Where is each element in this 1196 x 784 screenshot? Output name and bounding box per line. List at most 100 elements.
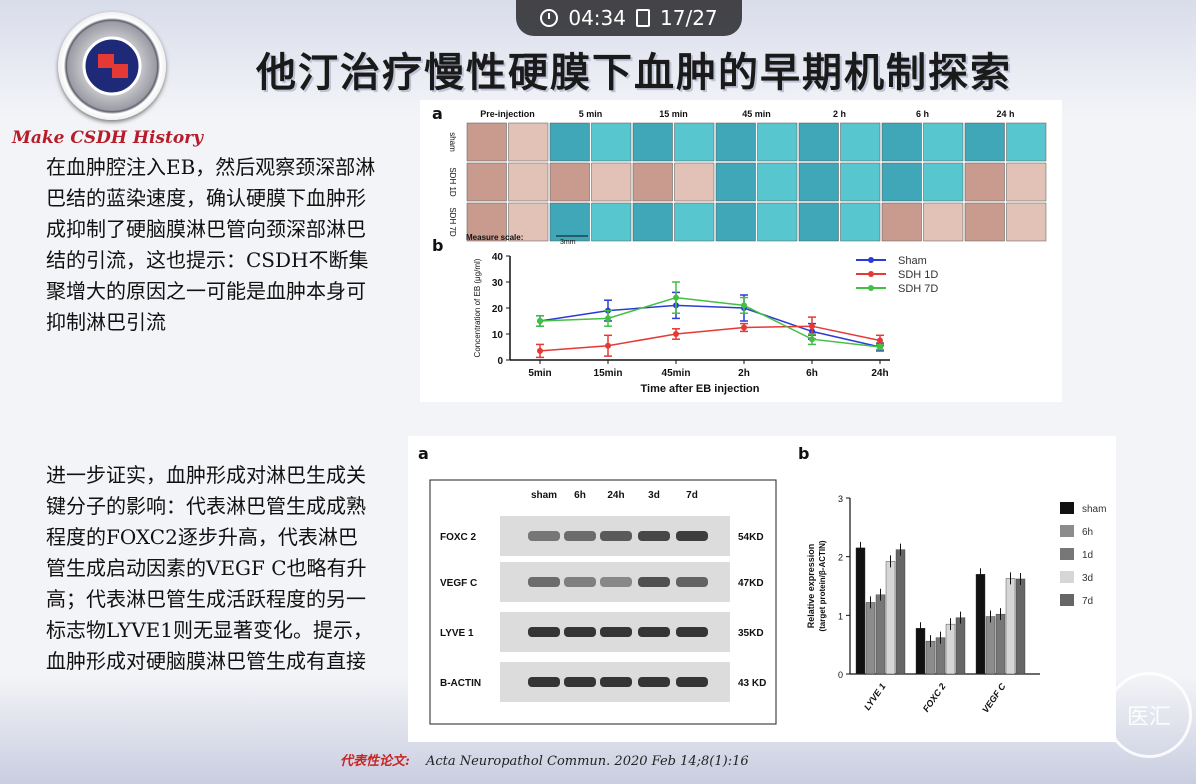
- bar: [1005, 578, 1016, 675]
- bar: [955, 617, 966, 675]
- lane-label: 7d: [686, 490, 698, 501]
- legend-swatch: [1060, 548, 1074, 560]
- y-tick-label: 20: [492, 304, 504, 315]
- eb-photo: [508, 122, 549, 162]
- university-logo: [58, 12, 166, 120]
- photo-column-header: 2 h: [833, 109, 846, 119]
- panel-label-a: a: [432, 104, 443, 123]
- protein-band: [600, 531, 632, 541]
- page-icon: [636, 9, 650, 27]
- page-counter: 17/27: [660, 6, 718, 30]
- bar: [945, 623, 956, 675]
- clock-icon: [540, 9, 559, 27]
- measure-scale-label: Measure scale:: [466, 233, 523, 242]
- eb-photo: [1006, 202, 1047, 242]
- category-label: FOXC 2: [921, 681, 948, 713]
- eb-photo: [674, 122, 715, 162]
- protein-band: [676, 627, 708, 637]
- eb-photo: [715, 162, 756, 202]
- protein-band: [600, 577, 632, 587]
- x-tick-label: 45min: [662, 368, 691, 379]
- data-point: [877, 344, 883, 350]
- series-line: [539, 325, 881, 352]
- eb-photo: [881, 202, 922, 242]
- eb-photo: [674, 162, 715, 202]
- eb-photo: [549, 122, 590, 162]
- x-axis-label: Time after EB injection: [641, 383, 760, 395]
- photo-column-header: 5 min: [579, 109, 603, 119]
- eb-photo: [757, 162, 798, 202]
- eb-photo: [1006, 122, 1047, 162]
- legend-swatch: [1060, 502, 1074, 514]
- x-tick-label: 5min: [528, 368, 551, 379]
- protein-band: [564, 627, 596, 637]
- western-blot: sham 6h 24h 3d 7d FOXC 2 54KD VEGF C 47KD LYVE 1 3…: [429, 479, 777, 725]
- y-tick-label: 3: [838, 494, 843, 504]
- protein-band: [638, 627, 670, 637]
- data-point: [673, 331, 679, 337]
- y-axis-label: Relative expression: [806, 544, 816, 629]
- eb-photo: [591, 202, 632, 242]
- photo-row-label: sham: [448, 132, 457, 152]
- category-label: LYVE 1: [862, 681, 888, 712]
- paragraph-eb-drainage: 在血肿腔注入EB，然后观察颈深部淋巴结的蓝染速度，确认硬膜下血肿形成抑制了硬脑膜…: [46, 155, 376, 334]
- bar: [995, 613, 1006, 675]
- eb-photo: [549, 162, 590, 202]
- legend-marker: [868, 271, 874, 277]
- citation-text: Acta Neuropathol Commun. 2020 Feb 14;8(1…: [425, 754, 749, 769]
- eb-photo-grid: Pre-injection 5 min 15 min 45 min 2 h 6 h 24 h…: [448, 109, 1047, 246]
- time-display: 04:34: [568, 6, 626, 30]
- lane-label: 6h: [574, 490, 586, 501]
- expression-bar-chart: 0 1 2 3 Relative expression (target protein/β…: [806, 494, 1106, 715]
- lane-label: 24h: [607, 490, 624, 501]
- legend-swatch: [1060, 571, 1074, 583]
- lane-label: 3d: [648, 490, 660, 501]
- legend-marker: [868, 257, 874, 263]
- eb-photo: [923, 122, 964, 162]
- protein-label: LYVE 1: [440, 628, 474, 639]
- legend-label: sham: [1082, 504, 1106, 515]
- data-point: [537, 318, 543, 324]
- y-tick-label: 10: [492, 330, 504, 341]
- protein-band: [564, 577, 596, 587]
- photo-row-label: SDH 1D: [448, 167, 457, 197]
- eb-photo: [923, 202, 964, 242]
- eb-photo: [798, 162, 839, 202]
- protein-band: [638, 531, 670, 541]
- protein-band: [676, 531, 708, 541]
- eb-photo: [591, 162, 632, 202]
- legend-swatch: [1060, 525, 1074, 537]
- bar: [1015, 578, 1026, 675]
- eb-photo: [674, 202, 715, 242]
- blot-panel-label: a: [418, 444, 429, 463]
- protein-band: [638, 577, 670, 587]
- eb-photo: [466, 162, 507, 202]
- citation-label: 代表性论文:: [340, 754, 410, 769]
- bar: [855, 547, 866, 675]
- eb-photo: [466, 202, 507, 242]
- category-label: VEGF C: [980, 681, 1008, 715]
- eb-photo: [840, 162, 881, 202]
- legend-swatch: [1060, 594, 1074, 606]
- data-point: [605, 342, 611, 349]
- photo-column-header: Pre-injection: [480, 109, 535, 119]
- brand-slogan: Make CSDH History: [12, 128, 203, 148]
- protein-label: FOXC 2: [440, 532, 477, 543]
- eb-photo: [508, 162, 549, 202]
- x-tick-label: 24h: [871, 368, 888, 379]
- y-axis-label-2: (target protein/β-ACTIN): [818, 540, 827, 631]
- eb-figure: a b Pre-injection 5 min 15 min 45 min 2 h 6 h…: [420, 100, 1062, 402]
- y-tick-label: 1: [838, 611, 843, 621]
- kd-label: 54KD: [738, 532, 764, 543]
- eb-photo: [632, 202, 673, 242]
- data-point: [673, 294, 679, 301]
- kd-label: 35KD: [738, 628, 764, 639]
- eb-photo: [715, 202, 756, 242]
- protein-band: [564, 677, 596, 687]
- photo-column-header: 45 min: [742, 109, 771, 119]
- eb-photo: [798, 122, 839, 162]
- protein-band: [528, 677, 560, 687]
- data-point: [741, 324, 747, 331]
- protein-band: [600, 627, 632, 637]
- eb-photo: [757, 122, 798, 162]
